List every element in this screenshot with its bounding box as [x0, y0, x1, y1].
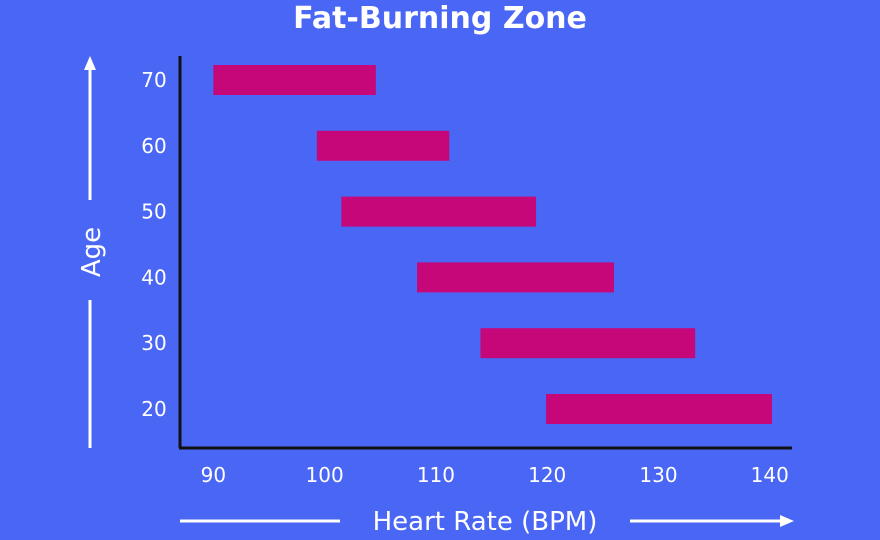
x-tick-label-100: 100 [306, 463, 344, 487]
bars-layer [213, 65, 772, 424]
y-tick-label-30: 30 [141, 331, 166, 355]
bar-age-20 [546, 394, 772, 424]
y-tick-label-60: 60 [141, 134, 166, 158]
y-axis-arrowhead [84, 56, 96, 70]
x-axis-arrowhead [780, 515, 794, 527]
bar-age-60 [316, 130, 450, 161]
x-tick-label-140: 140 [751, 463, 789, 487]
y-tick-label-40: 40 [141, 265, 166, 289]
y-tick-label-20: 20 [141, 397, 166, 421]
x-tick-label-110: 110 [417, 463, 455, 487]
bar-age-40 [417, 262, 614, 293]
x-tick-label-130: 130 [639, 463, 677, 487]
bar-age-30 [480, 328, 696, 359]
y-tick-label-50: 50 [141, 200, 166, 224]
y-tick-label-70: 70 [141, 68, 166, 92]
bar-age-70 [213, 65, 376, 95]
bar-age-50 [341, 196, 537, 227]
x-axis-label-group: Heart Rate (BPM) [180, 507, 794, 537]
chart-title: Fat-Burning Zone [293, 1, 587, 36]
ticks-layer: 70 60 50 40 30 20 90 100 110 120 130 140 [141, 68, 789, 487]
y-axis-label: Age [77, 227, 107, 277]
x-axis-label: Heart Rate (BPM) [373, 507, 598, 537]
y-axis-label-group: Age [77, 56, 107, 448]
x-tick-label-90: 90 [201, 463, 226, 487]
x-tick-label-120: 120 [528, 463, 566, 487]
